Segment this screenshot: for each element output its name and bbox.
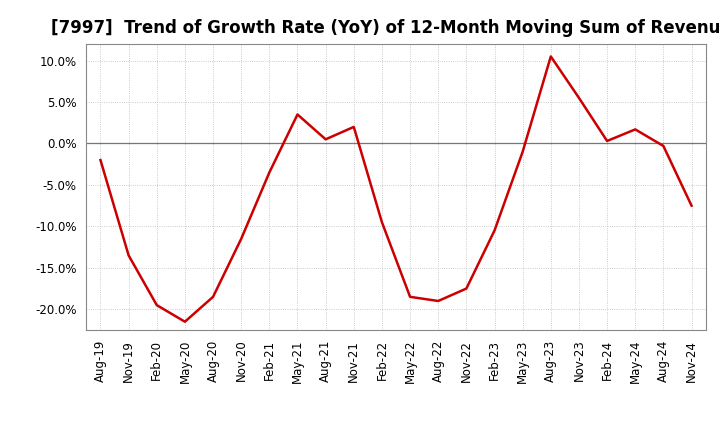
- Title: [7997]  Trend of Growth Rate (YoY) of 12-Month Moving Sum of Revenues: [7997] Trend of Growth Rate (YoY) of 12-…: [50, 19, 720, 37]
